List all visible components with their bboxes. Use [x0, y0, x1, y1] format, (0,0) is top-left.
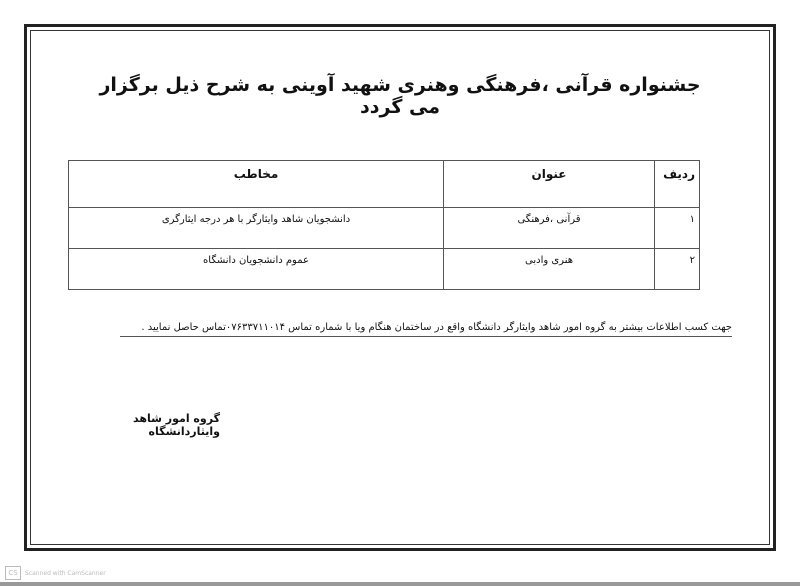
festival-table: ردیف عنوان مخاطب ۱ قرآنی ،فرهنگی دانشجوی… — [68, 160, 700, 290]
table-row: ۱ قرآنی ،فرهنگی دانشجویان شاهد وایثارگر … — [68, 207, 700, 249]
scanner-watermark: CS Scanned with CamScanner — [5, 566, 106, 580]
signature: گروه امور شاهد وایثاردانشگاه — [133, 412, 220, 438]
watermark-text: Scanned with CamScanner — [25, 569, 106, 577]
contact-note: جهت کسب اطلاعات بیشتر به گروه امور شاهد … — [120, 322, 732, 337]
header-row-number: ردیف — [654, 160, 700, 208]
bottom-edge — [0, 582, 800, 586]
page-border-inner — [30, 30, 770, 545]
table-header-row: ردیف عنوان مخاطب — [68, 160, 700, 208]
cell-row-number: ۲ — [654, 248, 700, 290]
cell-title: هنری وادبی — [443, 248, 655, 290]
cell-title: قرآنی ،فرهنگی — [443, 207, 655, 249]
header-title: عنوان — [443, 160, 655, 208]
cell-audience: عموم دانشجویان دانشگاه — [68, 248, 444, 290]
cell-row-number: ۱ — [654, 207, 700, 249]
table-row: ۲ هنری وادبی عموم دانشجویان دانشگاه — [68, 248, 700, 290]
header-audience: مخاطب — [68, 160, 444, 208]
cell-audience: دانشجویان شاهد وایثارگر با هر درجه ایثار… — [68, 207, 444, 249]
document-title: جشنواره قرآنی ،فرهنگی وهنری شهید آوینی ب… — [99, 74, 701, 118]
camscanner-logo-icon: CS — [5, 566, 21, 580]
page-border-outer — [24, 24, 776, 551]
